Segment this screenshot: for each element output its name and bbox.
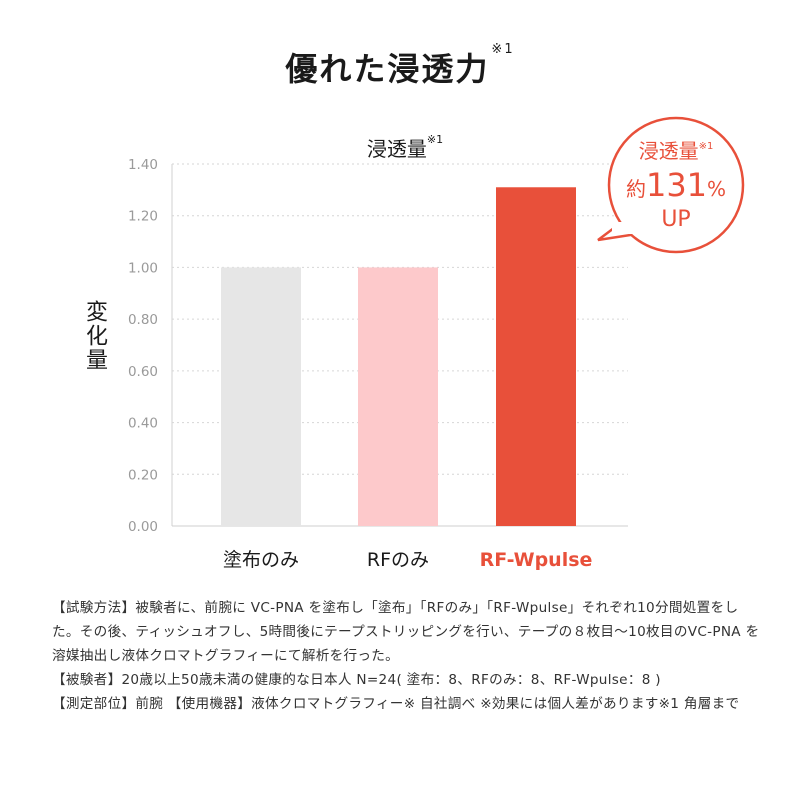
page-title-footnote-mark: ※1 <box>491 42 515 57</box>
y-tick-label: 0.60 <box>128 364 158 380</box>
callout-value: 約131% <box>626 166 726 204</box>
page-title: 優れた浸透力※1 <box>0 42 800 90</box>
footnotes: 【試験方法】被験者に、前腕に VC-PNA を塗布し「塗布」「RFのみ」「RF-… <box>52 596 764 716</box>
callout-up: UP <box>661 207 690 232</box>
bar-2 <box>358 267 438 526</box>
x-category-label: 塗布のみ <box>223 548 299 571</box>
x-category-label: RFのみ <box>367 549 429 571</box>
y-axis-label: 変化量 <box>82 300 107 372</box>
callout-bubble: 浸透量※1 約131% UP <box>597 116 745 254</box>
chart-title-text: 浸透量 <box>366 137 427 161</box>
bar-3 <box>496 187 576 526</box>
chart-title-footnote-mark: ※1 <box>426 133 444 146</box>
callout-circle <box>607 116 745 254</box>
chart-category-labels: 塗布のみ RFのみ RF-Wpulse <box>223 548 592 571</box>
y-tick-label: 1.40 <box>128 157 158 173</box>
y-tick-label: 0.20 <box>128 467 158 483</box>
page-title-text: 優れた浸透力 <box>285 50 490 88</box>
footnote-method: 【試験方法】被験者に、前腕に VC-PNA を塗布し「塗布」「RFのみ」「RF-… <box>52 600 760 664</box>
y-tick-label: 0.00 <box>128 519 158 535</box>
callout-tail-mask <box>612 222 642 234</box>
footnote-subjects: 【被験者】20歳以上50歳未満の健康的な日本人 N=24( 塗布：8、RFのみ：… <box>52 672 661 688</box>
y-tick-label: 1.00 <box>128 260 158 276</box>
y-tick-label: 0.80 <box>128 312 158 328</box>
chart-bars <box>221 187 576 526</box>
y-tick-label: 0.40 <box>128 416 158 432</box>
bar-1 <box>221 267 301 526</box>
x-category-label: RF-Wpulse <box>480 549 593 571</box>
footnote-site: 【測定部位】前腕 【使用機器】液体クロマトグラフィー※ 自社調べ ※効果には個人… <box>52 696 740 712</box>
callout-line1: 浸透量※1 <box>639 139 714 163</box>
chart-title: 浸透量※1 <box>330 133 480 162</box>
y-tick-label: 1.20 <box>128 209 158 225</box>
